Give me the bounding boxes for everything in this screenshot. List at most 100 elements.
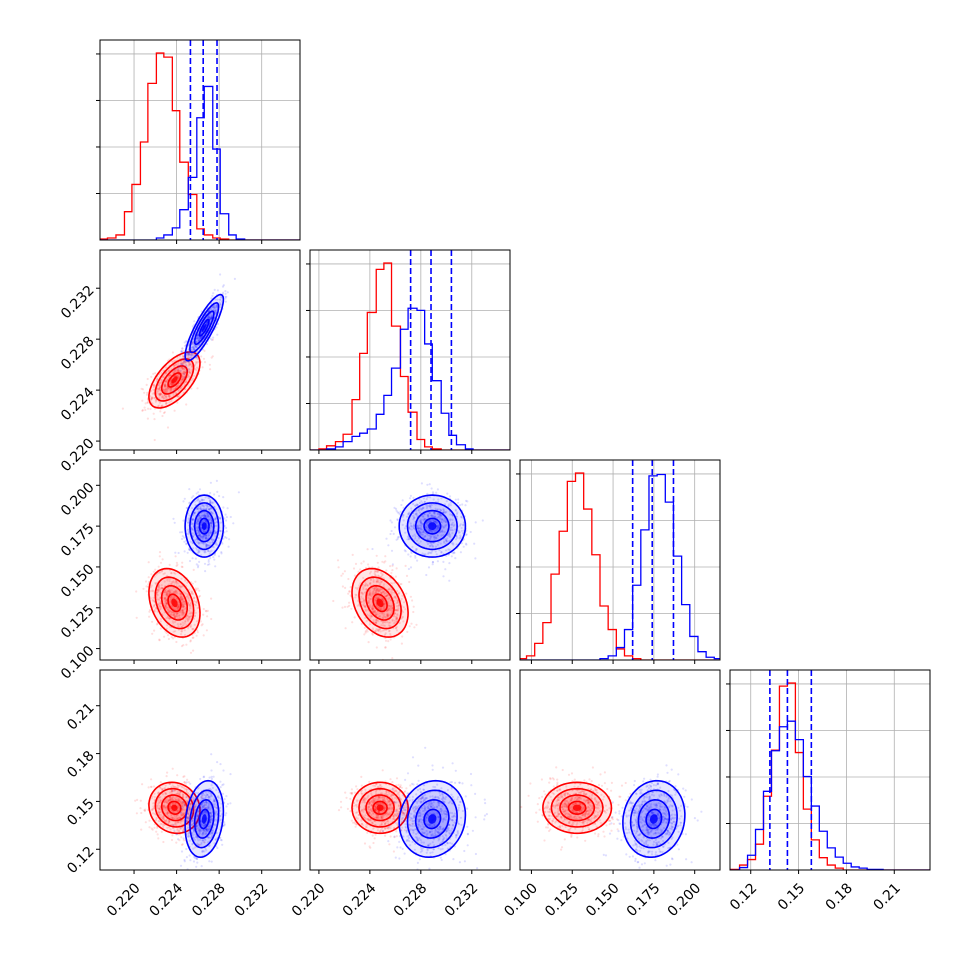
sample-point xyxy=(429,544,432,548)
sample-point xyxy=(172,394,175,397)
sample-point xyxy=(159,596,162,600)
sample-point xyxy=(202,530,205,533)
contour-blue xyxy=(423,517,442,535)
sample-point xyxy=(172,637,175,640)
sample-point xyxy=(160,787,163,790)
sample-point xyxy=(408,526,411,529)
sample-point xyxy=(205,793,208,796)
sample-point xyxy=(189,363,192,366)
sample-point xyxy=(212,538,215,541)
sample-point xyxy=(177,605,180,608)
sample-point xyxy=(204,545,208,548)
sample-point xyxy=(187,812,190,815)
sample-point xyxy=(189,371,192,374)
sample-point xyxy=(380,597,383,600)
sample-point xyxy=(190,592,194,595)
sample-point xyxy=(163,804,166,808)
sample-point xyxy=(396,599,399,602)
sample-point xyxy=(442,520,446,523)
sample-point xyxy=(171,834,174,837)
sample-point xyxy=(165,606,168,609)
sample-point xyxy=(195,815,199,818)
sample-point xyxy=(416,504,419,507)
sample-point xyxy=(408,527,412,531)
sample-point xyxy=(180,645,184,648)
sample-point xyxy=(189,639,192,642)
sample-point xyxy=(165,592,168,595)
sample-point xyxy=(200,526,203,529)
sample-point xyxy=(153,603,156,607)
sample-point xyxy=(373,588,376,592)
sample-point xyxy=(380,607,383,611)
sample-point xyxy=(184,619,187,623)
sample-point xyxy=(162,815,165,818)
sample-point xyxy=(205,521,208,524)
sample-point xyxy=(162,411,166,415)
sample-point xyxy=(176,368,179,371)
sample-point xyxy=(216,322,220,325)
sample-point xyxy=(183,341,186,344)
sample-point xyxy=(169,590,172,594)
sample-point xyxy=(157,602,160,605)
scatter-panel-4-1: 0.120.150.180.21 xyxy=(64,669,301,877)
sample-point xyxy=(205,832,208,836)
sample-point xyxy=(192,649,195,652)
sample-point xyxy=(438,516,441,519)
sample-point xyxy=(167,800,170,803)
sample-point xyxy=(168,395,171,398)
histogram-blue xyxy=(310,307,510,450)
sample-point xyxy=(389,605,392,608)
sample-point xyxy=(188,371,192,375)
sample-point xyxy=(422,530,425,534)
sample-point xyxy=(196,356,199,359)
sample-point xyxy=(163,383,166,386)
sample-point xyxy=(167,610,171,613)
sample-point xyxy=(421,507,425,510)
sample-point xyxy=(441,529,444,532)
sample-point xyxy=(444,525,447,528)
sample-point xyxy=(200,624,203,627)
density-peak-blue xyxy=(428,522,437,530)
sample-point xyxy=(194,346,197,349)
sample-point xyxy=(184,344,187,348)
sample-point xyxy=(219,306,222,309)
sample-point xyxy=(171,784,174,787)
sample-point xyxy=(181,621,184,624)
sample-point xyxy=(197,529,200,532)
sample-point xyxy=(188,618,191,621)
sample-point xyxy=(213,558,216,561)
sample-point xyxy=(171,823,174,826)
sample-point xyxy=(207,791,210,794)
sample-point xyxy=(198,501,201,504)
sample-point xyxy=(341,585,344,588)
sample-point xyxy=(397,607,400,610)
sample-point xyxy=(173,797,177,800)
sample-point xyxy=(172,795,175,799)
sample-point xyxy=(210,813,213,816)
sample-point xyxy=(203,810,206,814)
sample-point xyxy=(432,545,435,548)
sample-point xyxy=(159,392,162,395)
sample-point xyxy=(179,597,182,600)
sample-point xyxy=(180,802,183,805)
sample-point xyxy=(150,778,153,781)
sample-point xyxy=(195,522,198,525)
sample-point xyxy=(198,516,201,519)
sample-point xyxy=(173,591,177,594)
sample-point xyxy=(377,566,380,569)
sample-point xyxy=(395,617,399,620)
sample-point xyxy=(402,601,406,604)
sample-point xyxy=(163,819,166,822)
sample-point xyxy=(219,815,222,818)
sample-point xyxy=(186,619,190,623)
sample-point xyxy=(368,592,371,595)
sample-point xyxy=(189,363,192,366)
sample-point xyxy=(396,518,399,522)
sample-point xyxy=(159,627,162,630)
sample-point xyxy=(366,630,369,633)
sample-point xyxy=(450,526,453,529)
sample-point xyxy=(174,822,177,825)
sample-point xyxy=(205,342,208,346)
sample-point xyxy=(175,615,178,618)
sample-point xyxy=(157,804,160,807)
